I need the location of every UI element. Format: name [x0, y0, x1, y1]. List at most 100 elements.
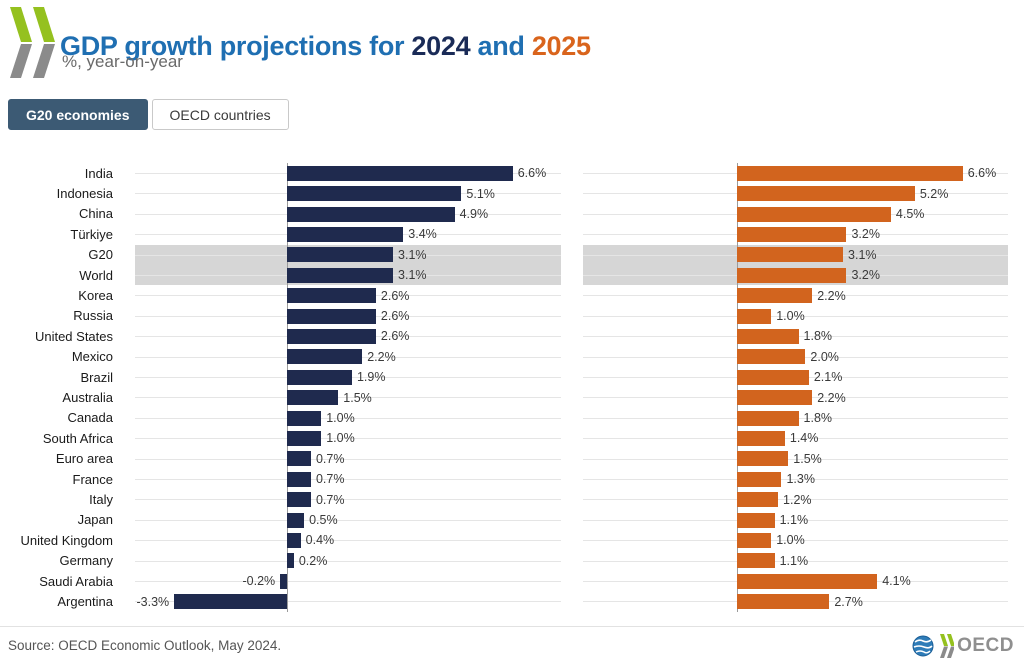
category-label: Mexico — [71, 349, 113, 365]
category-label: Canada — [67, 410, 113, 426]
bar-2024 — [287, 267, 394, 283]
category-label: Indonesia — [56, 186, 113, 202]
bar-2025 — [737, 512, 775, 528]
value-label-2024: -0.2% — [242, 574, 276, 589]
value-label-2025: 3.1% — [848, 247, 877, 262]
bar-2025 — [737, 226, 847, 242]
bar-2024 — [287, 553, 294, 569]
bar-2025 — [737, 247, 844, 263]
value-label-2025: 1.3% — [786, 472, 815, 487]
category-label: Saudi Arabia — [39, 573, 113, 589]
category-label: France — [72, 471, 113, 487]
value-label-2024: 0.2% — [298, 553, 328, 568]
tab-g20-economies[interactable]: G20 economies — [8, 99, 148, 130]
gridline — [583, 540, 1008, 542]
gridline — [583, 458, 1008, 460]
bar-2024 — [287, 165, 513, 181]
bar-2025 — [737, 471, 782, 487]
category-label: Japan — [77, 512, 113, 528]
bar-2025 — [737, 594, 830, 610]
gridline — [135, 540, 561, 542]
gridline — [583, 438, 1008, 440]
oecd-chevrons-logo — [8, 6, 56, 83]
chevrons-icon — [940, 634, 955, 658]
category-label: South Africa — [42, 430, 113, 446]
value-label-2024: 4.9% — [459, 207, 489, 221]
category-label: Argentina — [57, 594, 113, 610]
bar-2024 — [287, 308, 376, 324]
title-year-2024: 2024 — [411, 31, 471, 62]
bar-2025 — [737, 288, 813, 304]
value-label-2025: 1.0% — [776, 533, 805, 548]
category-label: Australia — [62, 390, 113, 406]
bar-2024 — [287, 247, 394, 263]
title-year-2025: 2025 — [531, 31, 591, 62]
value-label-2025: 2.0% — [810, 349, 839, 364]
bar-2025 — [737, 492, 779, 508]
gridline — [583, 560, 1008, 562]
title-prefix: GDP growth projections for — [60, 31, 405, 62]
value-label-2024: 1.0% — [326, 411, 355, 425]
category-label: World — [79, 267, 113, 283]
tab-oecd-countries[interactable]: OECD countries — [151, 99, 289, 130]
category-label: Italy — [89, 492, 113, 508]
gridline — [135, 601, 561, 603]
value-label-2024: 1.9% — [356, 370, 386, 385]
bar-2024 — [287, 226, 404, 242]
gridline — [583, 315, 1008, 317]
value-label-2024: 3.1% — [398, 268, 427, 283]
bar-2025 — [737, 451, 789, 467]
value-label-2024: 2.6% — [380, 288, 410, 303]
category-label: United Kingdom — [20, 532, 114, 548]
value-label-2024: 1.5% — [343, 390, 372, 405]
value-label-2024: 2.6% — [380, 329, 410, 344]
oecd-wordmark: OECD — [957, 635, 1014, 656]
gridline — [135, 458, 561, 460]
value-label-2025: 3.2% — [851, 268, 880, 283]
value-label-2024: 0.7% — [315, 492, 345, 507]
value-label-2024: 0.7% — [315, 451, 345, 466]
value-label-2024: -3.3% — [136, 594, 170, 609]
gridline — [135, 479, 561, 480]
bar-2025 — [737, 369, 809, 385]
oecd-footer-logo: OECD — [911, 633, 1014, 659]
footer-divider — [0, 626, 1024, 627]
value-label-2024: 5.1% — [466, 186, 495, 201]
gridline — [583, 479, 1008, 480]
gridline — [135, 519, 561, 521]
value-label-2025: 1.1% — [779, 513, 809, 527]
bar-2024 — [287, 492, 311, 508]
category-label: Brazil — [80, 369, 113, 385]
bar-2024 — [287, 471, 311, 487]
view-tabs: G20 economies OECD countries — [8, 99, 289, 130]
bar-2024 — [287, 532, 301, 548]
zero-axis — [287, 163, 288, 612]
category-label: Germany — [59, 553, 113, 569]
bar-2024 — [287, 328, 376, 344]
category-label: Türkiye — [70, 226, 113, 242]
value-label-2024: 2.6% — [380, 309, 410, 323]
bar-2025 — [737, 553, 775, 569]
bar-2024 — [287, 206, 455, 222]
bar-2024 — [287, 390, 339, 406]
value-label-2025: 4.5% — [895, 207, 925, 221]
category-label: Korea — [78, 288, 113, 304]
value-label-2025: 2.2% — [817, 288, 846, 303]
bar-2024 — [287, 288, 376, 304]
bar-2025 — [737, 328, 799, 344]
value-label-2025: 1.8% — [803, 329, 833, 344]
gridline — [583, 519, 1008, 521]
gridline — [135, 417, 561, 419]
value-label-2025: 1.8% — [803, 411, 833, 425]
value-label-2025: 6.6% — [967, 166, 997, 181]
value-label-2025: 1.4% — [789, 431, 819, 446]
category-label: China — [79, 206, 113, 222]
gridline — [135, 499, 561, 501]
value-label-2024: 3.1% — [398, 247, 427, 262]
category-label: Euro area — [55, 451, 113, 467]
gridline — [135, 581, 561, 582]
bar-2024 — [287, 186, 462, 202]
chart-2024-panel: 6.6% 5.1% 4.9% 3.4% 3.1% 3.1% 2.6% 2.6% 2.6% 2.2%… — [135, 163, 561, 612]
category-labels: India Indonesia China Türkiye G20 World Korea R… — [0, 163, 114, 612]
zero-axis — [737, 163, 738, 612]
